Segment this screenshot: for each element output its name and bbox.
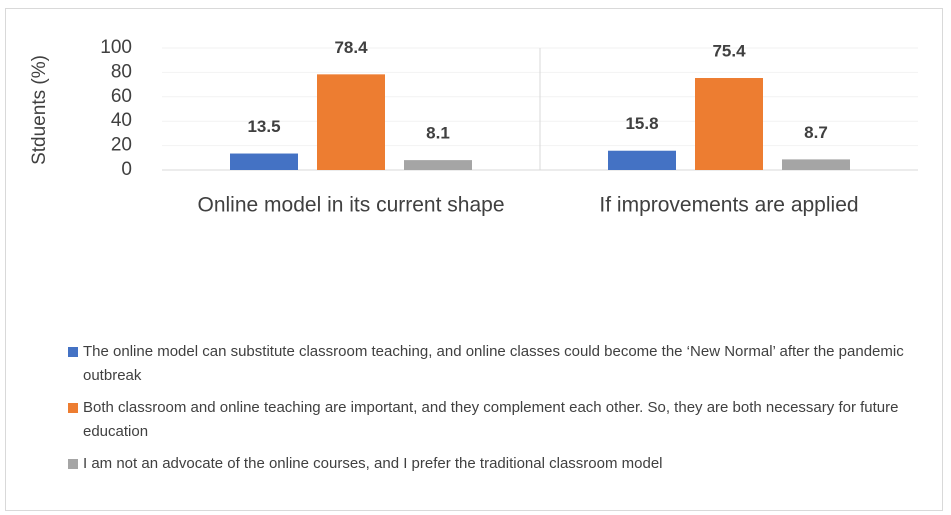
legend-label: Both classroom and online teaching are i… [83, 399, 899, 440]
y-tick-label: 0 [121, 159, 132, 180]
bar [317, 74, 385, 170]
y-tick-label: 60 [111, 86, 132, 107]
data-label: 78.4 [334, 38, 368, 57]
chart: Stduents (%) 0 20 40 60 80 100 Online model in… [29, 37, 918, 217]
legend-item: Both classroom and online teaching are i… [68, 396, 908, 444]
x-tick-label: Online model in its current shape [198, 194, 505, 217]
data-label: 15.8 [625, 114, 658, 133]
legend-label: The online model can substitute classroo… [83, 343, 904, 384]
data-label: 75.4 [712, 41, 746, 60]
y-tick-label: 20 [111, 135, 132, 156]
legend-item: The online model can substitute classroo… [68, 340, 908, 388]
y-axis-title: Stduents (%) [29, 55, 50, 165]
bar [608, 150, 676, 170]
legend-swatch [68, 347, 78, 357]
data-label: 13.5 [247, 117, 280, 136]
y-tick-label: 80 [111, 61, 132, 82]
data-label: 8.7 [804, 123, 828, 142]
y-tick-label: 40 [111, 110, 132, 131]
y-tick-label: 100 [100, 37, 132, 58]
chart-border [5, 8, 943, 511]
data-label: 8.1 [426, 124, 450, 143]
bar [695, 78, 763, 170]
legend: The online model can substitute classroo… [68, 340, 908, 484]
legend-item: I am not an advocate of the online cours… [68, 452, 908, 476]
bar [782, 159, 850, 170]
legend-label: I am not an advocate of the online cours… [83, 455, 663, 472]
bar [230, 153, 298, 170]
x-tick-label: If improvements are applied [599, 194, 858, 217]
legend-swatch [68, 403, 78, 413]
legend-swatch [68, 459, 78, 469]
bar [404, 160, 472, 170]
